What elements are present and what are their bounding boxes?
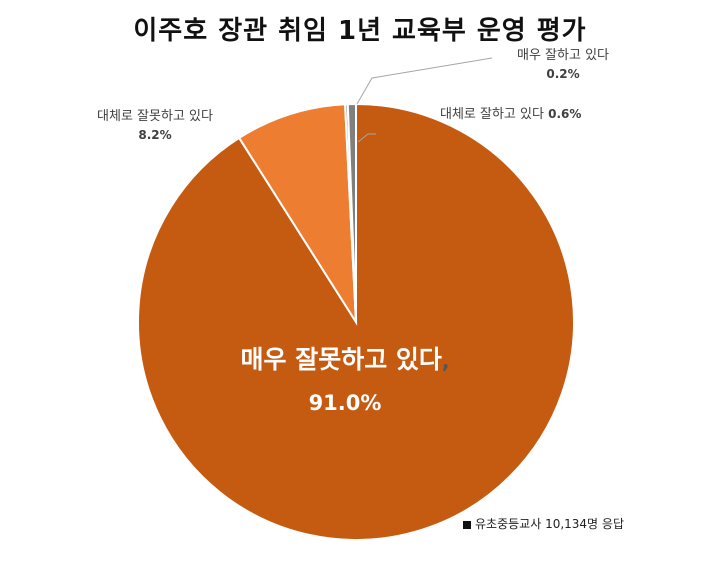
respondents-note-text: 유초중등교사 10,134명 응답 bbox=[475, 517, 624, 531]
note-square-icon bbox=[463, 520, 472, 529]
label-somewhat-good-name: 대체로 잘하고 있다 bbox=[440, 107, 544, 122]
leader-line-very-good bbox=[356, 57, 493, 105]
label-somewhat-good-value: 0.6% bbox=[548, 107, 582, 121]
label-very-good-name: 매우 잘하고 있다 bbox=[517, 48, 609, 63]
label-somewhat-good: 대체로 잘하고 있다 0.6% bbox=[440, 105, 640, 124]
label-very-bad-value: 91.0% bbox=[308, 391, 382, 415]
label-very-good: 매우 잘하고 있다 0.2% bbox=[488, 46, 638, 84]
label-very-bad-comma: , bbox=[441, 349, 450, 373]
label-very-bad: 매우 잘못하고 있다, 91.0% bbox=[180, 340, 510, 423]
label-very-bad-name: 매우 잘못하고 있다 bbox=[240, 345, 442, 374]
label-somewhat-bad-value: 8.2% bbox=[138, 128, 172, 142]
respondents-note: 유초중등교사 10,134명 응답 bbox=[463, 515, 624, 532]
chart-title: 이주호 장관 취임 1년 교육부 운영 평가 bbox=[133, 16, 587, 46]
leader-line-somewhat-good bbox=[357, 133, 376, 143]
label-somewhat-bad: 대체로 잘못하고 있다 8.2% bbox=[70, 107, 240, 145]
slice-somewhat-bad bbox=[237, 103, 358, 326]
label-very-good-value: 0.2% bbox=[546, 67, 580, 81]
label-somewhat-bad-name: 대체로 잘못하고 있다 bbox=[97, 109, 213, 124]
slice-somewhat-good bbox=[346, 102, 357, 323]
